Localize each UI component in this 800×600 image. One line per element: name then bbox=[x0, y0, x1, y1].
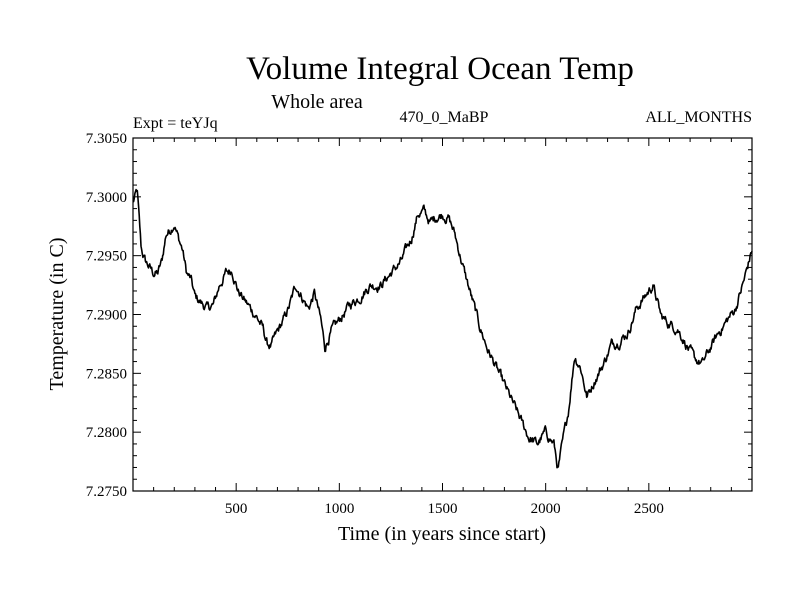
x-tick-label: 1500 bbox=[428, 501, 458, 517]
y-tick-label: 7.2900 bbox=[86, 308, 127, 324]
chart-title: Volume Integral Ocean Temp bbox=[246, 51, 634, 87]
plot-frame bbox=[132, 137, 753, 492]
plot-area: 7.2750 7.2800 7.2850 7.2900 7.2950 7.3000 7.30… bbox=[86, 131, 753, 517]
period-label: 470_0_MaBP bbox=[400, 109, 489, 126]
y-tick-label: 7.2750 bbox=[86, 484, 127, 500]
months-label: ALL_MONTHS bbox=[645, 109, 752, 126]
x-tick-label: 500 bbox=[225, 501, 248, 517]
x-axis-label: Time (in years since start) bbox=[338, 523, 546, 545]
y-tick-label: 7.3000 bbox=[86, 190, 127, 206]
y-tick-label: 7.2950 bbox=[86, 249, 127, 265]
x-tick-label: 2500 bbox=[634, 501, 664, 517]
chart-subtitle: Whole area bbox=[271, 91, 363, 113]
experiment-label: Expt = teYJq bbox=[133, 115, 218, 132]
series-line-temperature bbox=[132, 188, 753, 469]
y-tick-label: 7.2850 bbox=[86, 366, 127, 382]
y-axis-label: Temperature (in C) bbox=[46, 238, 68, 391]
x-tick-label: 1000 bbox=[324, 501, 354, 517]
x-tick-label: 2000 bbox=[531, 501, 561, 517]
y-tick-label: 7.2800 bbox=[86, 425, 127, 441]
y-tick-label: 7.3050 bbox=[86, 131, 127, 147]
